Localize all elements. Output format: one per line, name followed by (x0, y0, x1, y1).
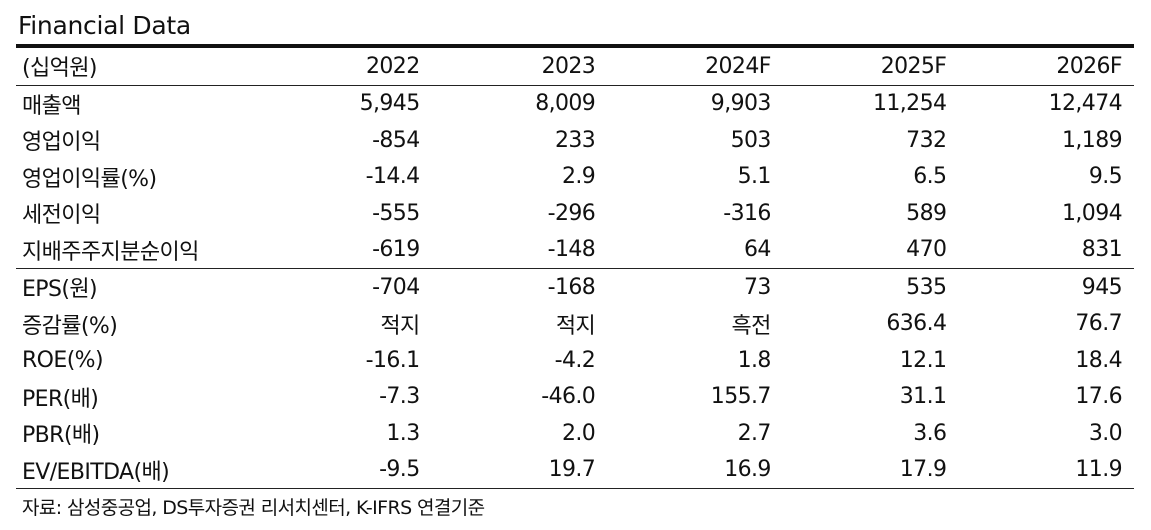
table-cell: 9.5 (1088, 164, 1123, 190)
row-label: EV/EBITDA(배) (16, 451, 256, 489)
table-cell: -555 (372, 200, 420, 226)
table-header-row: (십억원) 2022 2023 2024F 2025F 2026F (16, 48, 1134, 86)
financial-table: (십억원) 2022 2023 2024F 2025F 2026F 매출액 5,… (16, 48, 1134, 489)
table-row: EPS(원) -704 -168 73 535 945 (16, 269, 1134, 306)
table-row: EV/EBITDA(배) -9.5 19.7 16.9 17.9 11.9 (16, 451, 1134, 489)
table-cell: 17.6 (1075, 384, 1122, 410)
table-cell: -854 (372, 127, 420, 153)
table-row: 영업이익 -854 233 503 732 1,189 (16, 122, 1134, 159)
title-divider (16, 44, 1134, 48)
table-cell: 233 (554, 127, 596, 153)
row-label: 영업이익률(%) (22, 166, 157, 192)
table-cell: 적지 (380, 313, 420, 339)
financial-data-panel: Financial Data (십억원) 2022 2023 2024F 202… (16, 0, 1134, 527)
table-cell: 12,474 (1048, 91, 1123, 117)
row-label: 지배주주지분순이익 (16, 231, 256, 269)
table-row: 증감률(%) 적지 적지 흑전 636.4 76.7 (16, 306, 1134, 343)
table-cell: 2.0 (562, 420, 596, 446)
table-cell: 5,945 (359, 91, 421, 117)
table-cell: 732 (906, 127, 947, 153)
unit-header: (십억원) (16, 48, 256, 86)
table-cell: -9.5 (256, 451, 432, 489)
table-cell: 17.9 (782, 451, 959, 489)
table-cell: -4.2 (554, 347, 596, 373)
table-cell: 589 (906, 200, 947, 226)
table-cell: -7.3 (379, 384, 420, 410)
table-cell: 11.9 (958, 451, 1134, 489)
row-label: 증감률(%) (22, 313, 118, 339)
table-cell: 6.5 (913, 164, 947, 190)
table-cell: -704 (372, 274, 420, 300)
table-row: PER(배) -7.3 -46.0 155.7 31.1 17.6 (16, 379, 1134, 416)
table-cell: 흑전 (731, 313, 772, 339)
table-cell: 5.1 (737, 164, 772, 190)
row-label: PBR(배) (22, 423, 100, 449)
year-header: 2022 (256, 48, 432, 86)
table-cell: 636.4 (886, 311, 947, 337)
table-row: 지배주주지분순이익 -619 -148 64 470 831 (16, 231, 1134, 269)
table-cell: 12.1 (899, 347, 947, 373)
table-cell: 18.4 (1075, 347, 1122, 373)
table-cell: 2.7 (737, 420, 772, 446)
table-cell: 3.6 (913, 420, 947, 446)
table-cell: -46.0 (541, 384, 596, 410)
row-label: 세전이익 (22, 203, 101, 229)
table-row: ROE(%) -16.1 -4.2 1.8 12.1 18.4 (16, 342, 1134, 379)
table-cell: -148 (431, 231, 608, 269)
table-cell: 64 (607, 231, 783, 269)
table-row: 매출액 5,945 8,009 9,903 11,254 12,474 (16, 85, 1134, 122)
table-cell: 16.9 (607, 451, 783, 489)
row-label: 영업이익 (22, 130, 101, 156)
row-label: ROE(%) (22, 347, 104, 373)
table-cell: -168 (547, 274, 596, 300)
year-header: 2026F (958, 48, 1134, 86)
page-title: Financial Data (18, 11, 191, 40)
table-cell: 3.0 (1088, 420, 1123, 446)
table-cell: 11,254 (872, 91, 947, 117)
table-row: 영업이익률(%) -14.4 2.9 5.1 6.5 9.5 (16, 159, 1134, 196)
year-header: 2024F (607, 48, 783, 86)
table-cell: -619 (256, 231, 432, 269)
table-cell: 1.8 (737, 347, 772, 373)
table-cell: -14.4 (365, 164, 421, 190)
table-cell: -296 (547, 200, 596, 226)
source-note: 자료: 삼성중공업, DS투자증권 리서치센터, K-IFRS 연결기준 (22, 497, 485, 519)
table-cell: 76.7 (1075, 311, 1122, 337)
table-cell: 31.1 (899, 384, 947, 410)
table-cell: 535 (906, 274, 947, 300)
table-cell: 8,009 (535, 91, 596, 117)
table-cell: 470 (782, 231, 959, 269)
year-header: 2023 (431, 48, 608, 86)
table-cell: 831 (958, 231, 1134, 269)
table-cell: 9,903 (710, 91, 772, 117)
table-cell: 155.7 (710, 384, 772, 410)
table-cell: 2.9 (562, 164, 596, 190)
table-cell: 945 (1081, 274, 1123, 300)
table-cell: -16.1 (365, 347, 421, 373)
table-cell: 73 (743, 274, 771, 300)
row-label: EPS(원) (22, 277, 98, 303)
table-cell: 적지 (555, 313, 596, 339)
row-label: 매출액 (22, 93, 82, 119)
table-cell: 19.7 (431, 451, 608, 489)
table-row: PBR(배) 1.3 2.0 2.7 3.6 3.0 (16, 415, 1134, 452)
row-label: PER(배) (22, 386, 99, 412)
table-cell: 1.3 (386, 420, 420, 446)
table-cell: 1,189 (1062, 127, 1123, 153)
table-row: 세전이익 -555 -296 -316 589 1,094 (16, 195, 1134, 232)
table-cell: 1,094 (1062, 200, 1123, 226)
table-cell: -316 (723, 200, 771, 226)
table-cell: 503 (730, 127, 772, 153)
year-header: 2025F (782, 48, 959, 86)
